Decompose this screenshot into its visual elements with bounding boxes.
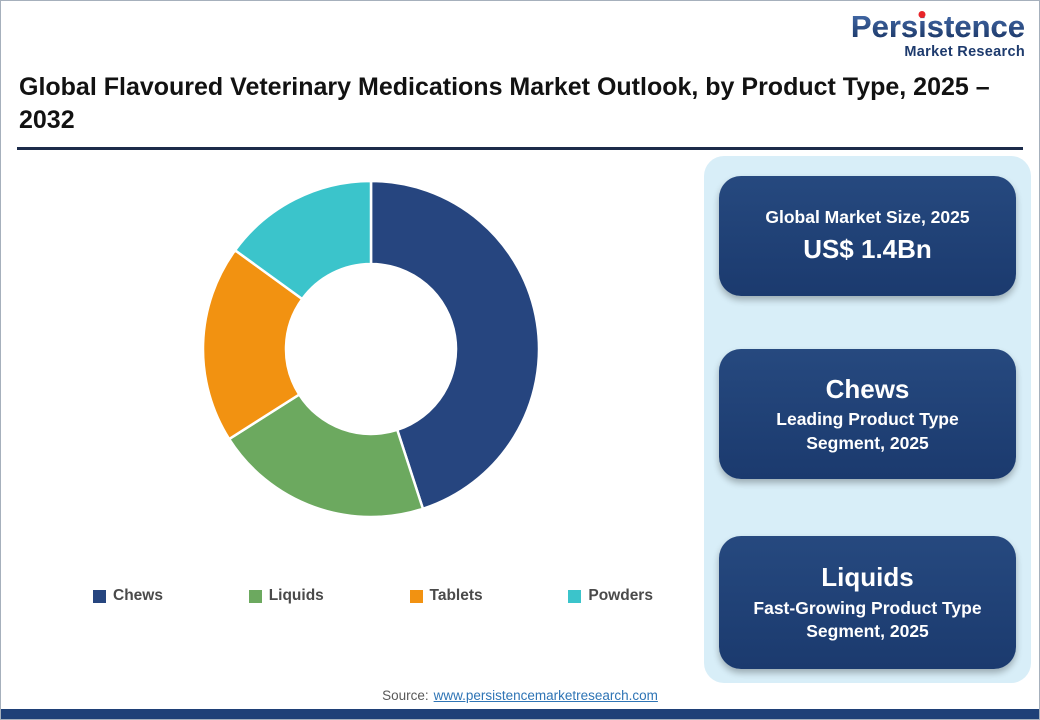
brand-logo: Persistence Market Research: [851, 11, 1025, 60]
brand-name: Persistence: [851, 11, 1025, 42]
legend-label-tablets: Tablets: [429, 587, 483, 604]
donut-chart: [181, 159, 561, 539]
legend-item-chews: Chews: [93, 587, 163, 605]
donut-chart-svg: [201, 179, 541, 519]
highlights-panel: Global Market Size, 2025 US$ 1.4Bn Chews…: [704, 156, 1031, 683]
card-market-size: Global Market Size, 2025 US$ 1.4Bn: [719, 176, 1016, 296]
donut-segment-liquids: [227, 392, 425, 519]
card-market-size-label: Global Market Size, 2025: [765, 207, 970, 228]
legend-swatch-chews: [93, 589, 106, 603]
card-fast-growing-segment-title: Liquids: [821, 562, 914, 593]
legend-label-chews: Chews: [113, 587, 163, 604]
legend-item-tablets: Tablets: [409, 587, 483, 605]
card-leading-segment-title: Chews: [825, 373, 910, 404]
donut-segment-tablets: [201, 248, 304, 441]
card-leading-segment: Chews Leading Product Type Segment, 2025: [719, 349, 1016, 479]
legend-swatch-tablets: [409, 589, 423, 603]
donut-segment-powders: [233, 179, 373, 301]
brand-name-part2: stence: [926, 9, 1025, 44]
legend-swatch-powders: [568, 589, 582, 603]
legend-item-liquids: Liquids: [248, 587, 324, 605]
source-link[interactable]: www.persistencemarketresearch.com: [433, 688, 658, 703]
legend-swatch-liquids: [248, 589, 262, 603]
card-leading-segment-desc: Leading Product Type Segment, 2025: [776, 409, 959, 453]
card-market-size-value: US$ 1.4Bn: [803, 234, 932, 265]
card-fast-growing-segment: Liquids Fast-Growing Product Type Segmen…: [719, 536, 1016, 669]
bottom-accent-bar: [1, 709, 1039, 719]
legend-label-powders: Powders: [588, 587, 653, 604]
source-label: Source:: [382, 688, 429, 703]
card-fast-growing-segment-desc: Fast-Growing Product Type Segment, 2025: [753, 597, 982, 642]
donut-segment-chews: [369, 179, 541, 511]
legend-item-powders: Powders: [568, 587, 653, 605]
page-title: Global Flavoured Veterinary Medications …: [19, 73, 990, 134]
legend-label-liquids: Liquids: [268, 587, 324, 604]
title-underline: [17, 147, 1023, 150]
brand-tagline: Market Research: [904, 44, 1025, 60]
brand-i-red-dot: i: [918, 9, 927, 44]
chart-legend: Chews Liquids Tablets Powders: [93, 587, 653, 605]
brand-name-part1: Pers: [850, 9, 919, 44]
source-line: Source: www.persistencemarketresearch.com: [1, 688, 1039, 703]
